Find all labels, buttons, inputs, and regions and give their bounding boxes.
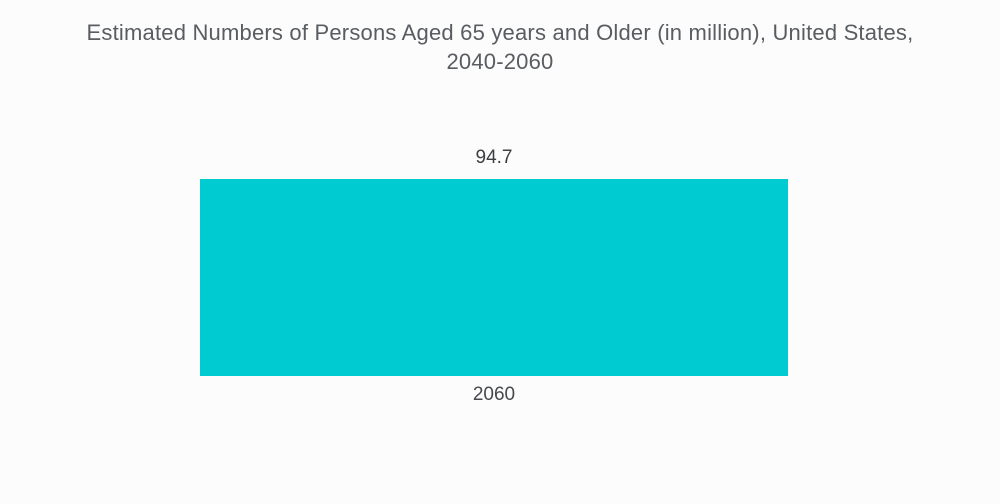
chart-title-line-2: 2040-2060 — [446, 49, 554, 74]
x-axis-category-label: 2060 — [472, 384, 516, 405]
plot-area — [200, 179, 788, 376]
chart-title: Estimated Numbers of Persons Aged 65 yea… — [0, 18, 1000, 76]
bar-value-label: 94.7 — [475, 147, 513, 168]
bar-2060 — [200, 179, 788, 376]
chart-title-line-1: Estimated Numbers of Persons Aged 65 yea… — [86, 20, 914, 45]
